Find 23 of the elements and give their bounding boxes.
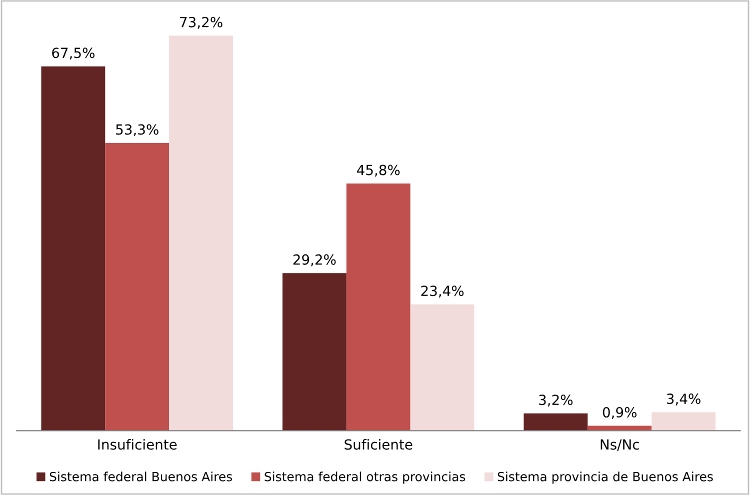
- data-label: 3,2%: [539, 394, 573, 407]
- data-label: 3,4%: [666, 394, 700, 406]
- bar: [524, 413, 588, 431]
- data-label: 29,2%: [293, 254, 336, 266]
- bar: [410, 304, 474, 431]
- x-tick-label: Insuficiente: [98, 438, 177, 450]
- bar: [652, 412, 716, 431]
- bar: [346, 183, 410, 431]
- data-label: 73,2%: [180, 16, 222, 29]
- data-label: 67,5%: [52, 48, 94, 60]
- data-label: 23,4%: [421, 286, 464, 298]
- legend-label: Sistema federal otras provincias: [264, 472, 466, 484]
- x-tick-label: Suficiente: [344, 438, 412, 450]
- legend-label: Sistema federal Buenos Aires: [50, 472, 232, 482]
- bar: [282, 273, 346, 431]
- bar: [105, 143, 170, 431]
- data-label: 0,9%: [602, 407, 636, 419]
- data-label: 53,3%: [116, 124, 158, 136]
- data-label: 45,8%: [356, 164, 400, 177]
- bar: [41, 66, 106, 431]
- bar: [169, 36, 234, 431]
- x-tick-label: Ns/Nc: [600, 439, 639, 451]
- legend-label: Sistema provincia de Buenos Aires: [498, 472, 713, 484]
